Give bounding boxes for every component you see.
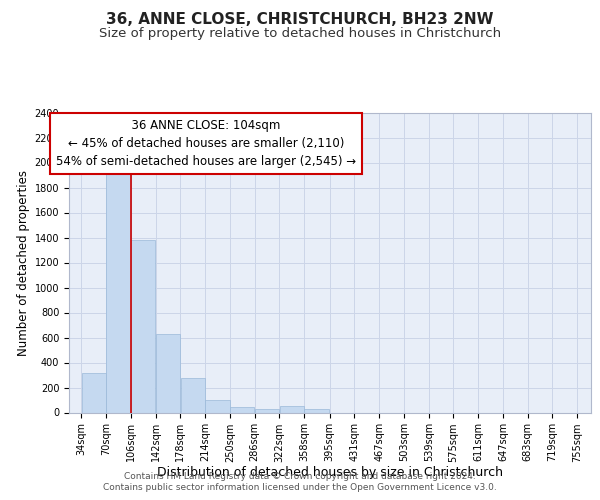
Y-axis label: Number of detached properties: Number of detached properties (17, 170, 31, 356)
Bar (280, 406, 304, 412)
Bar (156, 334, 180, 412)
Text: Size of property relative to detached houses in Christchurch: Size of property relative to detached ho… (99, 28, 501, 40)
Text: 36 ANNE CLOSE: 104sqm  
← 45% of detached houses are smaller (2,110)
54% of semi: 36 ANNE CLOSE: 104sqm ← 45% of detached … (56, 119, 356, 168)
Bar (205, 400, 230, 412)
Text: 36, ANNE CLOSE, CHRISTCHURCH, BH23 2NW: 36, ANNE CLOSE, CHRISTCHURCH, BH23 2NW (106, 12, 494, 28)
Bar (131, 240, 155, 412)
X-axis label: Distribution of detached houses by size in Christchurch: Distribution of detached houses by size … (157, 466, 503, 479)
Text: Contains public sector information licensed under the Open Government Licence v3: Contains public sector information licen… (103, 483, 497, 492)
Text: Contains HM Land Registry data © Crown copyright and database right 2024.: Contains HM Land Registry data © Crown c… (124, 472, 476, 481)
Bar (106, 169, 131, 412)
Bar (82, 372, 106, 412)
Bar (304, 409, 329, 412)
Bar (255, 410, 279, 412)
Bar (230, 407, 254, 412)
Bar (181, 378, 205, 412)
